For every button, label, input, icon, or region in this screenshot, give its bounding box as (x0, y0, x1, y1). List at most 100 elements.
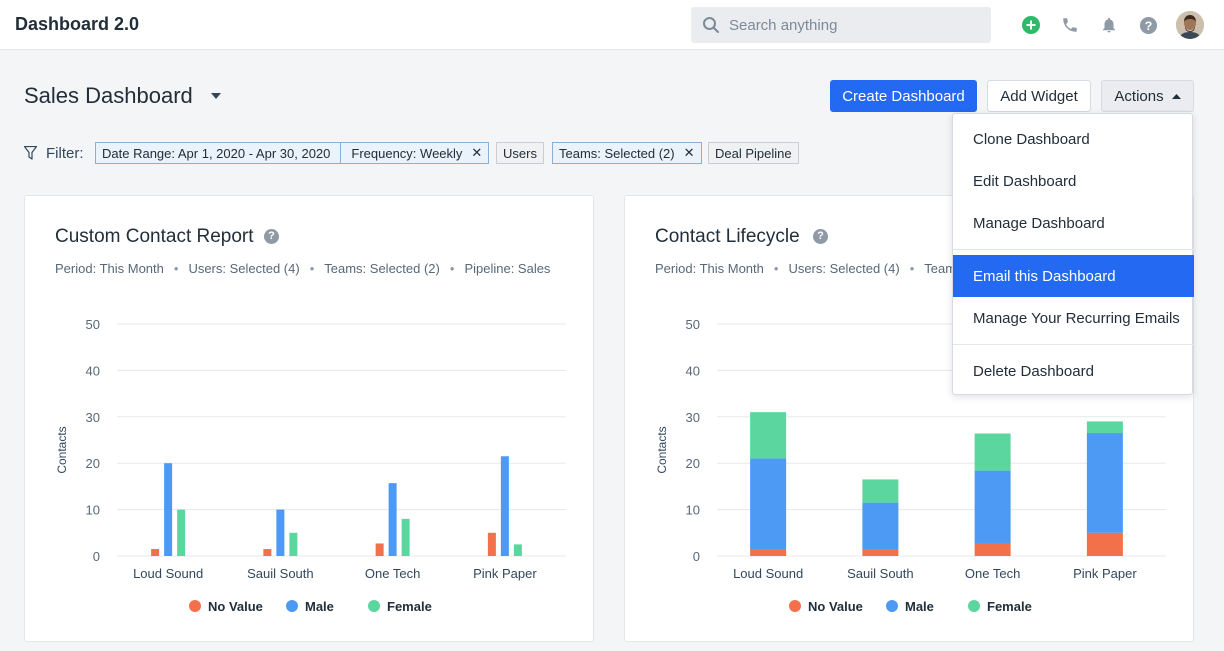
app-title: Dashboard 2.0 (15, 14, 140, 34)
y-tick-label: 10 (686, 503, 700, 518)
bar-female (1086, 421, 1123, 434)
y-tick-label: 20 (686, 456, 700, 471)
y-tick-label: 0 (693, 549, 700, 564)
top-bar: Dashboard 2.0 ? (0, 0, 1224, 50)
add-widget-button[interactable]: Add Widget (987, 80, 1091, 112)
bar-no-value (750, 549, 787, 556)
close-icon[interactable]: ✕ (683, 145, 695, 160)
add-icon[interactable] (1020, 14, 1042, 36)
legend-label: Male (305, 599, 334, 614)
y-tick-label: 10 (86, 503, 100, 518)
bar-male (1086, 433, 1123, 533)
y-tick-label: 40 (686, 363, 700, 378)
y-tick-label: 50 (86, 317, 100, 332)
card-meta: Period: This Month • Users: Selected (4) •… (55, 261, 551, 276)
bar-male (388, 483, 397, 556)
bar-female (513, 544, 522, 556)
bar-female (177, 509, 186, 556)
bell-icon[interactable] (1098, 14, 1120, 36)
y-tick-label: 30 (86, 410, 100, 425)
legend-swatch (189, 600, 201, 612)
legend-label: No Value (808, 599, 863, 614)
y-tick-label: 30 (686, 410, 700, 425)
page-title: Sales Dashboard (24, 83, 193, 108)
x-tick-label: Loud Sound (133, 566, 203, 581)
close-icon[interactable]: ✕ (471, 145, 483, 160)
bar-chart: 0 10 20 30 40 50 Contacts Loud Sound Sauil South… (55, 317, 566, 614)
meta-teams: Teams: Selected (2) (324, 261, 440, 276)
menu-divider (953, 249, 1194, 250)
bar-female (401, 518, 410, 556)
legend-swatch (286, 600, 298, 612)
y-tick-label: 20 (86, 456, 100, 471)
bar-male (500, 456, 509, 556)
bar-male (276, 509, 285, 556)
y-tick-label: 50 (686, 317, 700, 332)
meta-users: Users: Selected (4) (188, 261, 300, 276)
filter-frequency: Frequency: Weekly (351, 145, 463, 161)
bar-no-value (151, 549, 160, 556)
meta-users: Users: Selected (4) (788, 261, 900, 276)
x-tick-label: Pink Paper (1073, 566, 1137, 581)
filter-chip-users[interactable]: Users (496, 142, 544, 164)
search-box[interactable] (691, 7, 991, 43)
filter-chip-teams[interactable]: Teams: Selected (2) ✕ (552, 142, 702, 164)
menu-item-manage-dashboard[interactable]: Manage Dashboard (973, 214, 1105, 232)
filter-label: Filter: (46, 145, 84, 162)
bar-female (289, 532, 298, 556)
meta-period: Period: This Month (55, 261, 164, 276)
bar-male (862, 502, 899, 550)
chip-divider (340, 143, 342, 163)
bar-female (750, 412, 787, 459)
legend-swatch (886, 600, 898, 612)
legend-label: No Value (208, 599, 263, 614)
create-dashboard-button[interactable]: Create Dashboard (830, 80, 977, 112)
bar-female (862, 479, 899, 503)
menu-item-delete-dashboard[interactable]: Delete Dashboard (973, 362, 1094, 380)
bar-no-value (263, 549, 272, 556)
avatar[interactable] (1176, 11, 1204, 39)
y-tick-label: 40 (86, 363, 100, 378)
menu-divider (953, 344, 1194, 345)
card-title: Custom Contact Report (55, 226, 254, 247)
menu-item-clone-dashboard[interactable]: Clone Dashboard (973, 130, 1090, 148)
user-avatar-icon (1176, 11, 1204, 39)
legend-label: Female (387, 599, 432, 614)
bar-male (750, 458, 787, 550)
search-input[interactable] (729, 7, 979, 43)
x-tick-label: One Tech (965, 566, 1020, 581)
x-tick-label: Loud Sound (733, 566, 803, 581)
legend-swatch (789, 600, 801, 612)
y-tick-label: 0 (93, 549, 100, 564)
menu-item-email-dashboard[interactable]: Email this Dashboard (953, 255, 1194, 297)
legend-label: Female (987, 599, 1032, 614)
actions-button[interactable]: Actions (1101, 80, 1194, 112)
y-axis-label: Contacts (55, 426, 69, 473)
meta-period: Period: This Month (655, 261, 764, 276)
legend-label: Male (905, 599, 934, 614)
filter-teams: Teams: Selected (2) (559, 145, 675, 161)
chevron-down-icon[interactable] (211, 93, 221, 99)
meta-pipeline: Pipeline: Sales (464, 261, 551, 276)
filter-date-range: Date Range: Apr 1, 2020 - Apr 30, 2020 (102, 145, 331, 161)
actions-label: Actions (1114, 87, 1164, 105)
filter-chip-deal-pipeline[interactable]: Deal Pipeline (708, 142, 799, 164)
menu-item-recurring-emails[interactable]: Manage Your Recurring Emails (973, 309, 1180, 327)
bar-no-value (375, 543, 384, 556)
legend-swatch (368, 600, 380, 612)
actions-dropdown-menu: Clone Dashboard Edit Dashboard Manage Da… (952, 113, 1194, 395)
menu-item-edit-dashboard[interactable]: Edit Dashboard (973, 172, 1077, 190)
phone-icon[interactable] (1059, 14, 1081, 36)
y-axis-label: Contacts (655, 426, 669, 473)
bar-no-value (1086, 532, 1123, 556)
x-tick-label: Sauil South (247, 566, 314, 581)
bar-no-value (974, 543, 1011, 556)
help-icon[interactable]: ? (1137, 14, 1159, 36)
help-icon[interactable]: ? (264, 229, 279, 244)
filter-chip-date-frequency[interactable]: Date Range: Apr 1, 2020 - Apr 30, 2020 F… (95, 142, 490, 164)
legend-swatch (968, 600, 980, 612)
chevron-up-icon (1171, 93, 1181, 99)
stacked-bar-chart: 0 10 20 30 40 50 Contacts Loud Sound Sauil South… (655, 317, 1166, 614)
x-tick-label: Pink Paper (473, 566, 537, 581)
help-icon[interactable]: ? (813, 229, 828, 244)
